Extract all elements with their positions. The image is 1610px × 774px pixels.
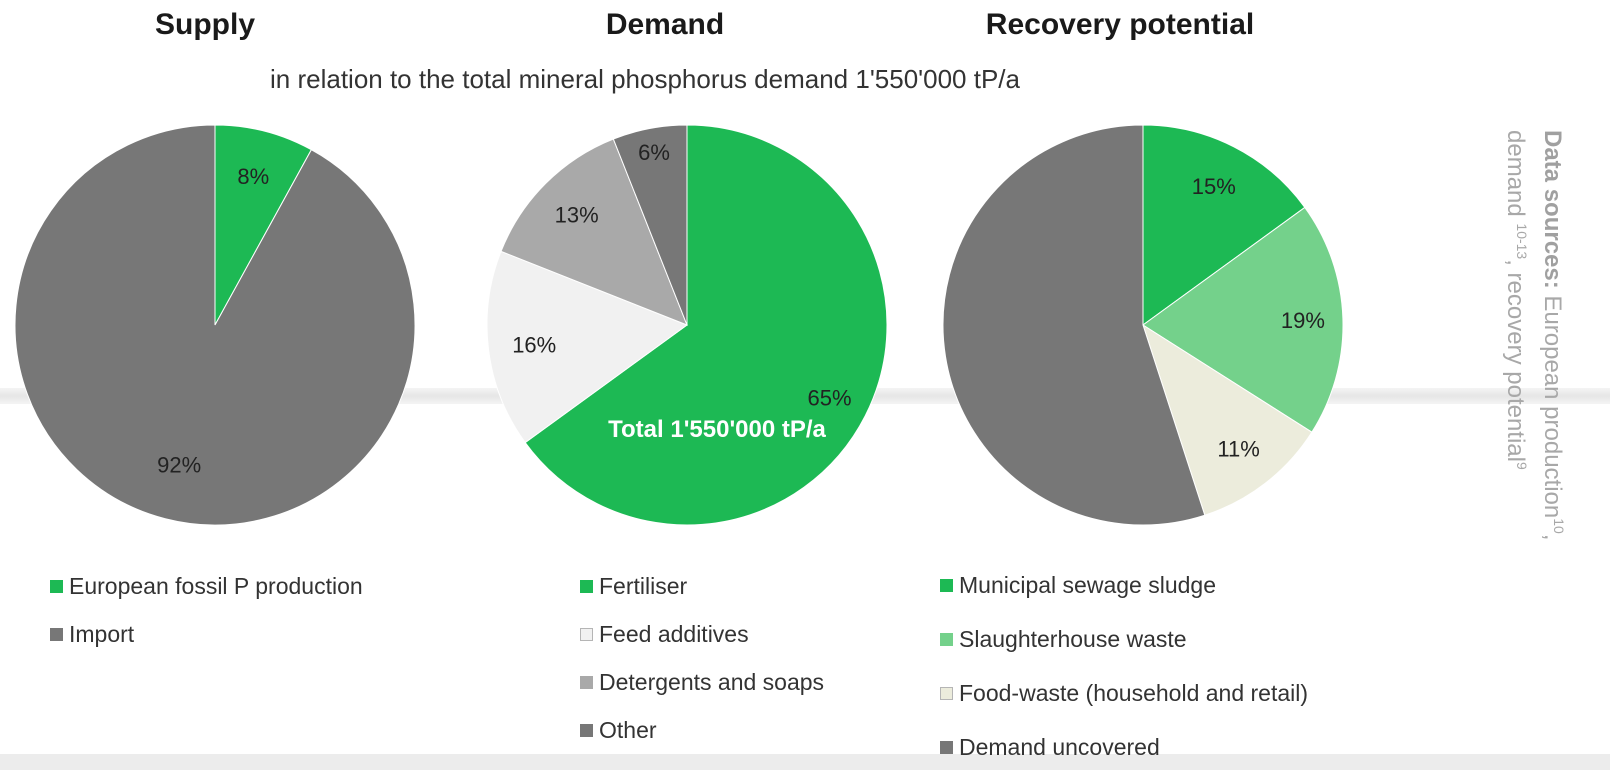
legend-item-feed-additives: Feed additives <box>580 610 824 658</box>
recovery-pie-chart: 15% 19% 11% <box>942 124 1344 526</box>
legend-item-european-fossil-p-production: European fossil P production <box>50 562 363 610</box>
legend-label: Demand uncovered <box>959 733 1160 760</box>
slice-label-other: 6% <box>638 140 670 165</box>
legend-swatch <box>580 723 593 737</box>
legend-swatch <box>580 675 593 689</box>
legend-label: European fossil P production <box>69 572 363 599</box>
legend-label: Municipal sewage sludge <box>959 571 1216 598</box>
slice-label-municipal-sewage-sludge: 15% <box>1192 174 1236 199</box>
data-sources-text: , recovery potential <box>1502 259 1529 462</box>
slice-label-slaughterhouse-waste: 19% <box>1281 308 1325 333</box>
supply-pie-chart: 8% 92% <box>14 124 416 526</box>
legend-label: Food-waste (household and retail) <box>959 679 1309 706</box>
data-sources-text: European production <box>1539 295 1566 519</box>
legend-label: Detergents and soaps <box>599 668 825 695</box>
legend-label: Feed additives <box>599 620 749 647</box>
chart-subtitle: in relation to the total mineral phospho… <box>270 64 1020 94</box>
data-sources-ref: 10-13 <box>1514 223 1530 260</box>
legend-swatch <box>940 578 953 592</box>
background-band-bottom <box>0 754 1610 770</box>
data-sources-line-2: demand 10-13, recovery potential9 <box>1500 130 1537 541</box>
pie-slice-municipal-sewage-sludge <box>1142 124 1306 326</box>
data-sources-text: demand <box>1502 130 1529 217</box>
pie-slice-food-waste-household-and-retail <box>1142 323 1313 516</box>
chart-title-recovery: Recovery potential <box>985 8 1255 41</box>
pie-slice-feed-additives <box>486 250 689 444</box>
demand-pie-chart: 65% 16% 13% 6% Total 1'550'000 tP/a <box>486 124 888 526</box>
slice-label-food-waste-household-and-retail: 11% <box>1217 436 1259 461</box>
legend-swatch <box>580 579 593 593</box>
legend-item-fertiliser: Fertiliser <box>580 562 824 610</box>
legend-swatch <box>580 627 593 641</box>
pie-slice-other <box>612 124 688 326</box>
legend-item-municipal-sewage-sludge: Municipal sewage sludge <box>940 558 1308 612</box>
legend-swatch <box>50 627 63 641</box>
legend-item-detergents-and-soaps: Detergents and soaps <box>580 658 824 706</box>
supply-legend: European fossil P production Import <box>50 562 363 658</box>
recovery-legend: Municipal sewage sludge Slaughterhouse wa… <box>940 558 1308 774</box>
legend-item-import: Import <box>50 610 363 658</box>
pie-slice-european-fossil-p-production <box>214 124 313 326</box>
pie-slice-demand-uncovered <box>942 124 1206 526</box>
legend-item-slaughterhouse-waste: Slaughterhouse waste <box>940 612 1308 666</box>
legend-item-other: Other <box>580 706 824 754</box>
data-sources-note: Data sources: European production10, dem… <box>1500 130 1574 541</box>
legend-swatch <box>50 579 63 593</box>
legend-label: Other <box>599 716 657 743</box>
slice-label-fertiliser: 65% <box>808 386 852 411</box>
chart-title-demand: Demand <box>605 8 725 41</box>
legend-label: Fertiliser <box>599 572 688 599</box>
data-sources-comma: , <box>1539 533 1566 541</box>
legend-item-demand-uncovered: Demand uncovered <box>940 720 1308 774</box>
pie-slice-import <box>14 124 416 526</box>
legend-item-food-waste-household-and-retail: Food-waste (household and retail) <box>940 666 1308 720</box>
legend-label: Slaughterhouse waste <box>959 625 1187 652</box>
slice-label-feed-additives: 16% <box>512 332 556 357</box>
chart-title-supply: Supply <box>154 8 256 41</box>
data-sources-label: Data sources: <box>1539 130 1566 289</box>
slice-label-detergents-and-soaps: 13% <box>555 203 599 228</box>
pie-slice-detergents-and-soaps <box>500 138 688 326</box>
pie-slice-fertiliser <box>524 124 888 526</box>
data-sources-line-1: Data sources: European production10, <box>1537 130 1574 541</box>
pie-total-label: Total 1'550'000 tP/a <box>608 416 826 443</box>
legend-swatch <box>940 740 953 754</box>
legend-swatch <box>940 686 953 700</box>
slice-label-european-fossil-p-production: 8% <box>237 164 269 189</box>
data-sources-ref: 9 <box>1514 462 1530 470</box>
legend-label: Import <box>69 620 135 647</box>
demand-legend: Fertiliser Feed additives Detergents and s… <box>580 562 824 754</box>
data-sources-ref: 10 <box>1551 518 1567 534</box>
pie-slice-slaughterhouse-waste <box>1142 206 1344 433</box>
slice-label-import: 92% <box>157 452 201 477</box>
legend-swatch <box>940 632 953 646</box>
